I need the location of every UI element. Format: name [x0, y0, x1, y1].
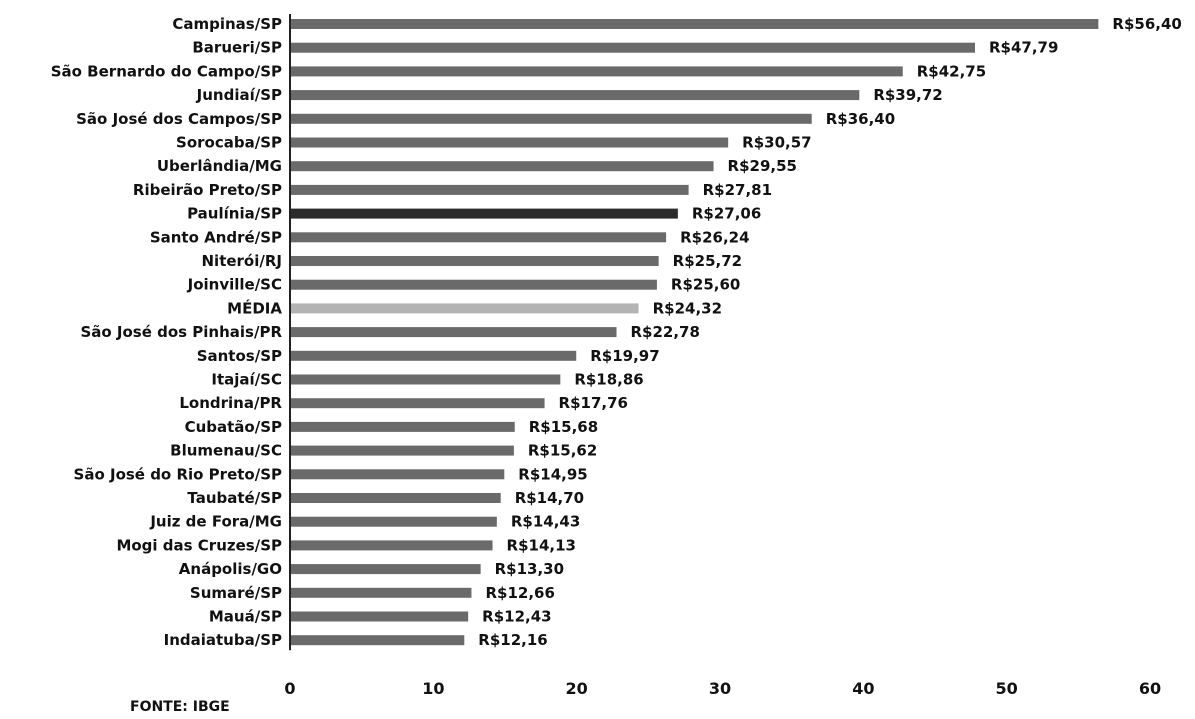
x-axis-ticks: 0 10 20 30 40 50 60	[284, 679, 1161, 698]
value-label: R$22,78	[631, 323, 700, 341]
bar-santo-andre-sp	[290, 232, 667, 243]
bar-sao-jose-dos-pinhais-pr	[290, 327, 617, 338]
x-tick-label: 60	[1139, 679, 1161, 698]
category-label: Niterói/RJ	[202, 252, 283, 270]
value-label: R$14,70	[515, 489, 584, 507]
value-label: R$27,81	[703, 181, 772, 199]
bar-barueri-sp	[290, 42, 975, 53]
value-label: R$15,62	[528, 442, 597, 460]
category-label: Joinville/SC	[187, 276, 282, 294]
bars-group	[290, 19, 1099, 646]
x-tick-label: 50	[996, 679, 1018, 698]
category-label: Juiz de Fora/MG	[149, 513, 282, 531]
bar-juiz-de-fora-mg	[290, 516, 497, 527]
bar-ribeirao-preto-sp	[290, 184, 689, 195]
category-label: Campinas/SP	[172, 15, 282, 33]
bar-sumare-sp	[290, 587, 472, 598]
bar-campinas-sp	[290, 19, 1099, 29]
category-label: Barueri/SP	[192, 39, 282, 57]
category-label: Mogi das Cruzes/SP	[116, 536, 282, 554]
category-label: Sumaré/SP	[190, 584, 282, 602]
x-tick-label: 40	[852, 679, 874, 698]
x-tick-label: 10	[422, 679, 444, 698]
value-label: R$42,75	[917, 62, 986, 80]
x-tick-label: 0	[284, 679, 295, 698]
category-label: Uberlândia/MG	[157, 157, 282, 175]
bar-mogi-das-cruzes-sp	[290, 540, 493, 551]
category-label: Sorocaba/SP	[176, 134, 282, 152]
category-labels: Campinas/SP Barueri/SP São Bernardo do Cam…	[51, 15, 283, 649]
bar-indaiatuba-sp	[290, 635, 465, 646]
bar-londrina-pr	[290, 398, 545, 409]
value-label: R$25,60	[671, 276, 740, 294]
bar-paulinia-sp	[290, 208, 678, 219]
category-label: Santo André/SP	[150, 228, 282, 246]
value-label: R$39,72	[873, 86, 942, 104]
value-label: R$14,13	[507, 536, 576, 554]
bar-blumenau-sc	[290, 445, 514, 456]
category-label: Indaiatuba/SP	[164, 631, 282, 649]
bar-sao-jose-dos-campos-sp	[290, 113, 812, 124]
bar-media	[290, 303, 639, 314]
bar-sao-jose-do-rio-preto-sp	[290, 469, 505, 480]
value-label: R$17,76	[559, 394, 628, 412]
value-label: R$25,72	[673, 252, 742, 270]
category-label: São José do Rio Preto/SP	[74, 465, 282, 483]
value-label: R$12,16	[478, 631, 547, 649]
bar-jundiai-sp	[290, 90, 860, 101]
category-label: Itajaí/SC	[211, 371, 282, 389]
bar-sorocaba-sp	[290, 137, 729, 148]
bar-maua-sp	[290, 611, 469, 622]
bar-anapolis-go	[290, 564, 481, 575]
value-label: R$13,30	[495, 560, 564, 578]
category-label: Taubaté/SP	[187, 489, 282, 507]
category-label: Londrina/PR	[179, 394, 282, 412]
category-label: Paulínia/SP	[187, 205, 282, 223]
value-label: R$30,57	[742, 134, 811, 152]
value-label: R$24,32	[653, 299, 722, 317]
value-label: R$14,43	[511, 513, 580, 531]
category-label: Mauá/SP	[209, 608, 282, 626]
value-label: R$29,55	[728, 157, 797, 175]
value-label: R$47,79	[989, 39, 1058, 57]
bar-niteroi-rj	[290, 256, 659, 266]
category-label: Blumenau/SC	[170, 442, 282, 460]
value-labels: R$56,40 R$47,79R$42,75 R$39,72 R$36,40 R$30,…	[478, 15, 1182, 649]
value-label: R$15,68	[529, 418, 598, 436]
value-label: R$56,40	[1112, 15, 1181, 33]
category-label: Ribeirão Preto/SP	[133, 181, 282, 199]
bar-taubate-sp	[290, 493, 501, 503]
category-label: Anápolis/GO	[179, 560, 282, 578]
x-tick-label: 30	[709, 679, 731, 698]
value-label: R$19,97	[590, 347, 659, 365]
value-label: R$36,40	[826, 110, 895, 128]
bar-uberlandia-mg	[290, 161, 714, 172]
category-label: MÉDIA	[227, 298, 282, 317]
source-note: FONTE: IBGE	[130, 699, 230, 715]
bar-sao-bernardo-do-campo-sp	[290, 66, 903, 77]
bar-santos-sp	[290, 350, 577, 361]
category-label: São José dos Pinhais/PR	[80, 323, 282, 341]
value-label: R$12,66	[485, 584, 554, 602]
category-label: Jundiaí/SP	[196, 86, 282, 104]
bar-cubatao-sp	[290, 421, 515, 432]
value-label: R$14,95	[518, 465, 587, 483]
category-label: Cubatão/SP	[185, 418, 282, 436]
value-label: R$12,43	[482, 608, 551, 626]
value-label: R$26,24	[680, 228, 749, 246]
bar-itajai-sc	[290, 374, 561, 385]
category-label: Santos/SP	[197, 347, 282, 365]
value-label: R$27,06	[692, 205, 761, 223]
x-tick-label: 20	[566, 679, 588, 698]
bar-joinville-sc	[290, 279, 657, 290]
category-label: São Bernardo do Campo/SP	[51, 62, 282, 80]
value-label: R$18,86	[574, 371, 643, 389]
category-label: São José dos Campos/SP	[76, 110, 282, 128]
